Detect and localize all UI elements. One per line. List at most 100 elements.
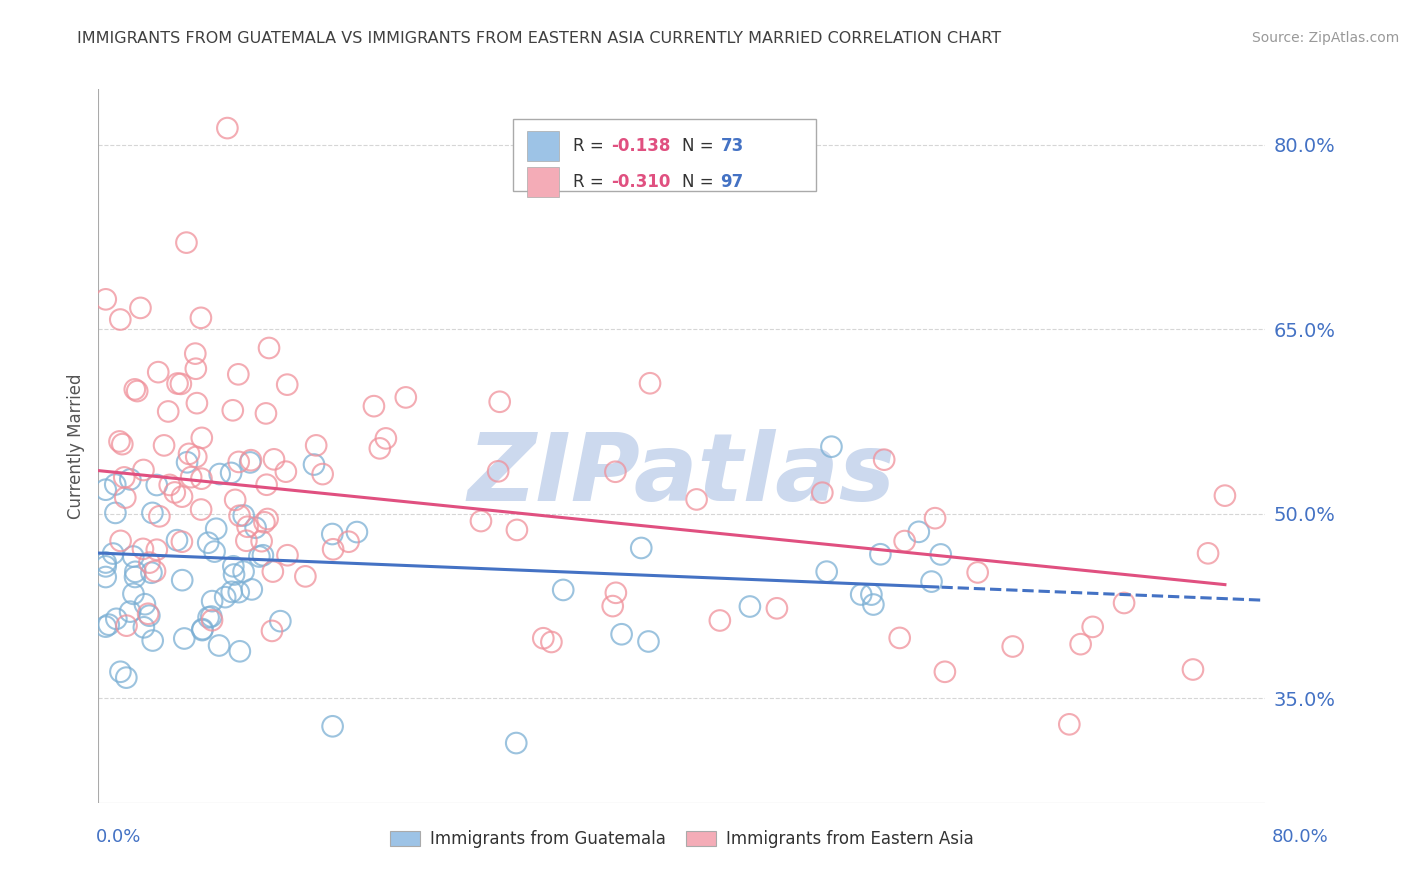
Point <box>540 635 562 649</box>
Point <box>176 235 198 250</box>
Point <box>224 492 246 507</box>
Text: N =: N = <box>682 137 718 155</box>
Point <box>94 570 117 584</box>
Point <box>1070 637 1092 651</box>
Point <box>966 566 988 580</box>
Point <box>172 573 194 587</box>
Point <box>214 590 236 604</box>
Point <box>811 485 834 500</box>
Point <box>143 564 166 578</box>
Point <box>893 534 915 549</box>
Point <box>145 478 167 492</box>
Point <box>184 361 207 376</box>
Point <box>136 607 159 621</box>
Point <box>368 442 391 456</box>
Point <box>222 559 245 574</box>
Text: 80.0%: 80.0% <box>1272 828 1329 846</box>
Point <box>197 610 219 624</box>
Point <box>488 394 510 409</box>
Point <box>101 547 124 561</box>
Point <box>190 472 212 486</box>
Point <box>820 440 842 454</box>
Point <box>166 533 188 548</box>
Point <box>247 549 270 564</box>
Point <box>132 463 155 477</box>
Point <box>138 556 160 570</box>
Point <box>929 548 952 562</box>
Text: -0.310: -0.310 <box>610 173 671 191</box>
Point <box>94 559 117 574</box>
Point <box>245 521 267 535</box>
Point <box>153 438 176 452</box>
Point <box>395 391 418 405</box>
Point <box>322 719 344 733</box>
Point <box>269 614 291 628</box>
Point <box>873 452 896 467</box>
Point <box>134 597 156 611</box>
Point <box>219 466 242 480</box>
Point <box>205 522 228 536</box>
Point <box>132 620 155 634</box>
Point <box>111 437 134 451</box>
Point <box>115 618 138 632</box>
Point <box>208 639 231 653</box>
Point <box>257 341 280 355</box>
Point <box>114 491 136 505</box>
Point <box>605 465 627 479</box>
Point <box>337 534 360 549</box>
Point <box>346 524 368 539</box>
Point <box>638 376 661 391</box>
Point <box>94 556 117 570</box>
Point <box>146 542 169 557</box>
Point <box>252 549 274 563</box>
Point <box>637 634 659 648</box>
Point <box>141 506 163 520</box>
Point <box>311 467 333 481</box>
Point <box>374 431 396 445</box>
Point <box>176 455 198 469</box>
Point <box>191 622 214 636</box>
Point <box>228 455 250 469</box>
Point <box>907 524 929 539</box>
Point <box>138 608 160 623</box>
Point <box>305 438 328 452</box>
FancyBboxPatch shape <box>513 120 815 191</box>
Point <box>157 404 180 418</box>
Point <box>1197 546 1219 560</box>
Text: R =: R = <box>574 137 609 155</box>
Point <box>322 542 344 557</box>
Point <box>208 467 231 481</box>
Point <box>236 519 259 533</box>
Text: IMMIGRANTS FROM GUATEMALA VS IMMIGRANTS FROM EASTERN ASIA CURRENTLY MARRIED CORR: IMMIGRANTS FROM GUATEMALA VS IMMIGRANTS … <box>77 31 1001 46</box>
Point <box>129 301 152 315</box>
Point <box>124 383 146 397</box>
Point <box>256 477 278 491</box>
Bar <box>527 167 560 196</box>
Point <box>94 483 117 497</box>
Point <box>120 605 142 619</box>
Point <box>934 665 956 679</box>
Point <box>186 450 208 464</box>
Point <box>197 535 219 549</box>
Point <box>263 452 285 467</box>
Point <box>1181 663 1204 677</box>
Point <box>506 523 529 537</box>
Point <box>862 598 884 612</box>
Point <box>860 588 883 602</box>
Point <box>232 565 254 579</box>
Point <box>602 599 624 613</box>
Point <box>470 514 492 528</box>
Point <box>610 627 633 641</box>
Point <box>228 585 250 599</box>
Point <box>239 453 262 467</box>
Point <box>201 613 224 627</box>
Y-axis label: Currently Married: Currently Married <box>66 373 84 519</box>
Point <box>148 509 170 524</box>
Point <box>869 547 891 561</box>
Point <box>141 566 163 580</box>
Point <box>274 465 297 479</box>
Point <box>505 736 527 750</box>
Point <box>630 541 652 555</box>
Text: ZIPatlas: ZIPatlas <box>468 428 896 521</box>
Point <box>110 312 132 326</box>
